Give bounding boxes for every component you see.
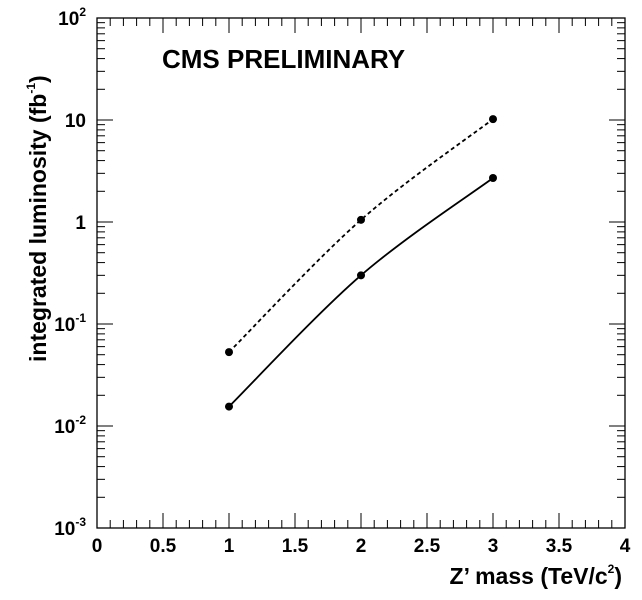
chart-title: CMS PRELIMINARY (162, 44, 405, 74)
y-tick-label: 10-2 (54, 413, 86, 438)
x-tick-label: 2.5 (414, 536, 441, 557)
y-axis-ticks (97, 17, 625, 529)
y-axis-title: integrated luminosity (fb-1) (24, 75, 51, 362)
x-axis-title-main: Z’ mass (TeV/c (450, 563, 608, 589)
x-axis-tick-labels: 0 0.5 1 1.5 2 2.5 3 3.5 4 (92, 536, 631, 557)
x-tick-label: 3.5 (546, 536, 573, 557)
x-axis-title-sup: 2 (608, 562, 615, 576)
series-solid-line (228, 177, 494, 408)
series-layer (225, 115, 497, 411)
x-tick-label: 0.5 (150, 536, 177, 557)
x-tick-label: 3 (488, 536, 499, 557)
y-tick-label: 1 (75, 213, 86, 234)
series-dashed-line (228, 118, 494, 353)
y-tick-label: 10 (65, 111, 86, 132)
y-axis-tick-labels: 10-3 10-2 10-1 1 10 102 (54, 5, 86, 540)
y-axis-title-tail: ) (25, 75, 51, 83)
y-tick-label: 10-3 (54, 515, 86, 540)
y-axis-title-sup: -1 (24, 83, 38, 94)
y-tick-label: 102 (58, 5, 86, 30)
x-tick-label: 2 (356, 536, 367, 557)
data-point (357, 271, 365, 280)
data-point (489, 115, 497, 124)
data-point (357, 215, 365, 224)
y-axis-title-main: integrated luminosity (fb (25, 94, 51, 362)
x-tick-label: 0 (92, 536, 103, 557)
data-point (489, 174, 497, 183)
x-tick-label: 1.5 (282, 536, 309, 557)
x-tick-label: 1 (224, 536, 235, 557)
data-point (225, 402, 233, 411)
data-point (225, 348, 233, 357)
x-axis-title-tail: ) (614, 563, 622, 589)
y-tick-label: 10-1 (54, 311, 86, 336)
x-axis-ticks (96, 18, 626, 528)
x-tick-label: 4 (620, 536, 631, 557)
x-axis-title: Z’ mass (TeV/c2) (450, 562, 622, 589)
